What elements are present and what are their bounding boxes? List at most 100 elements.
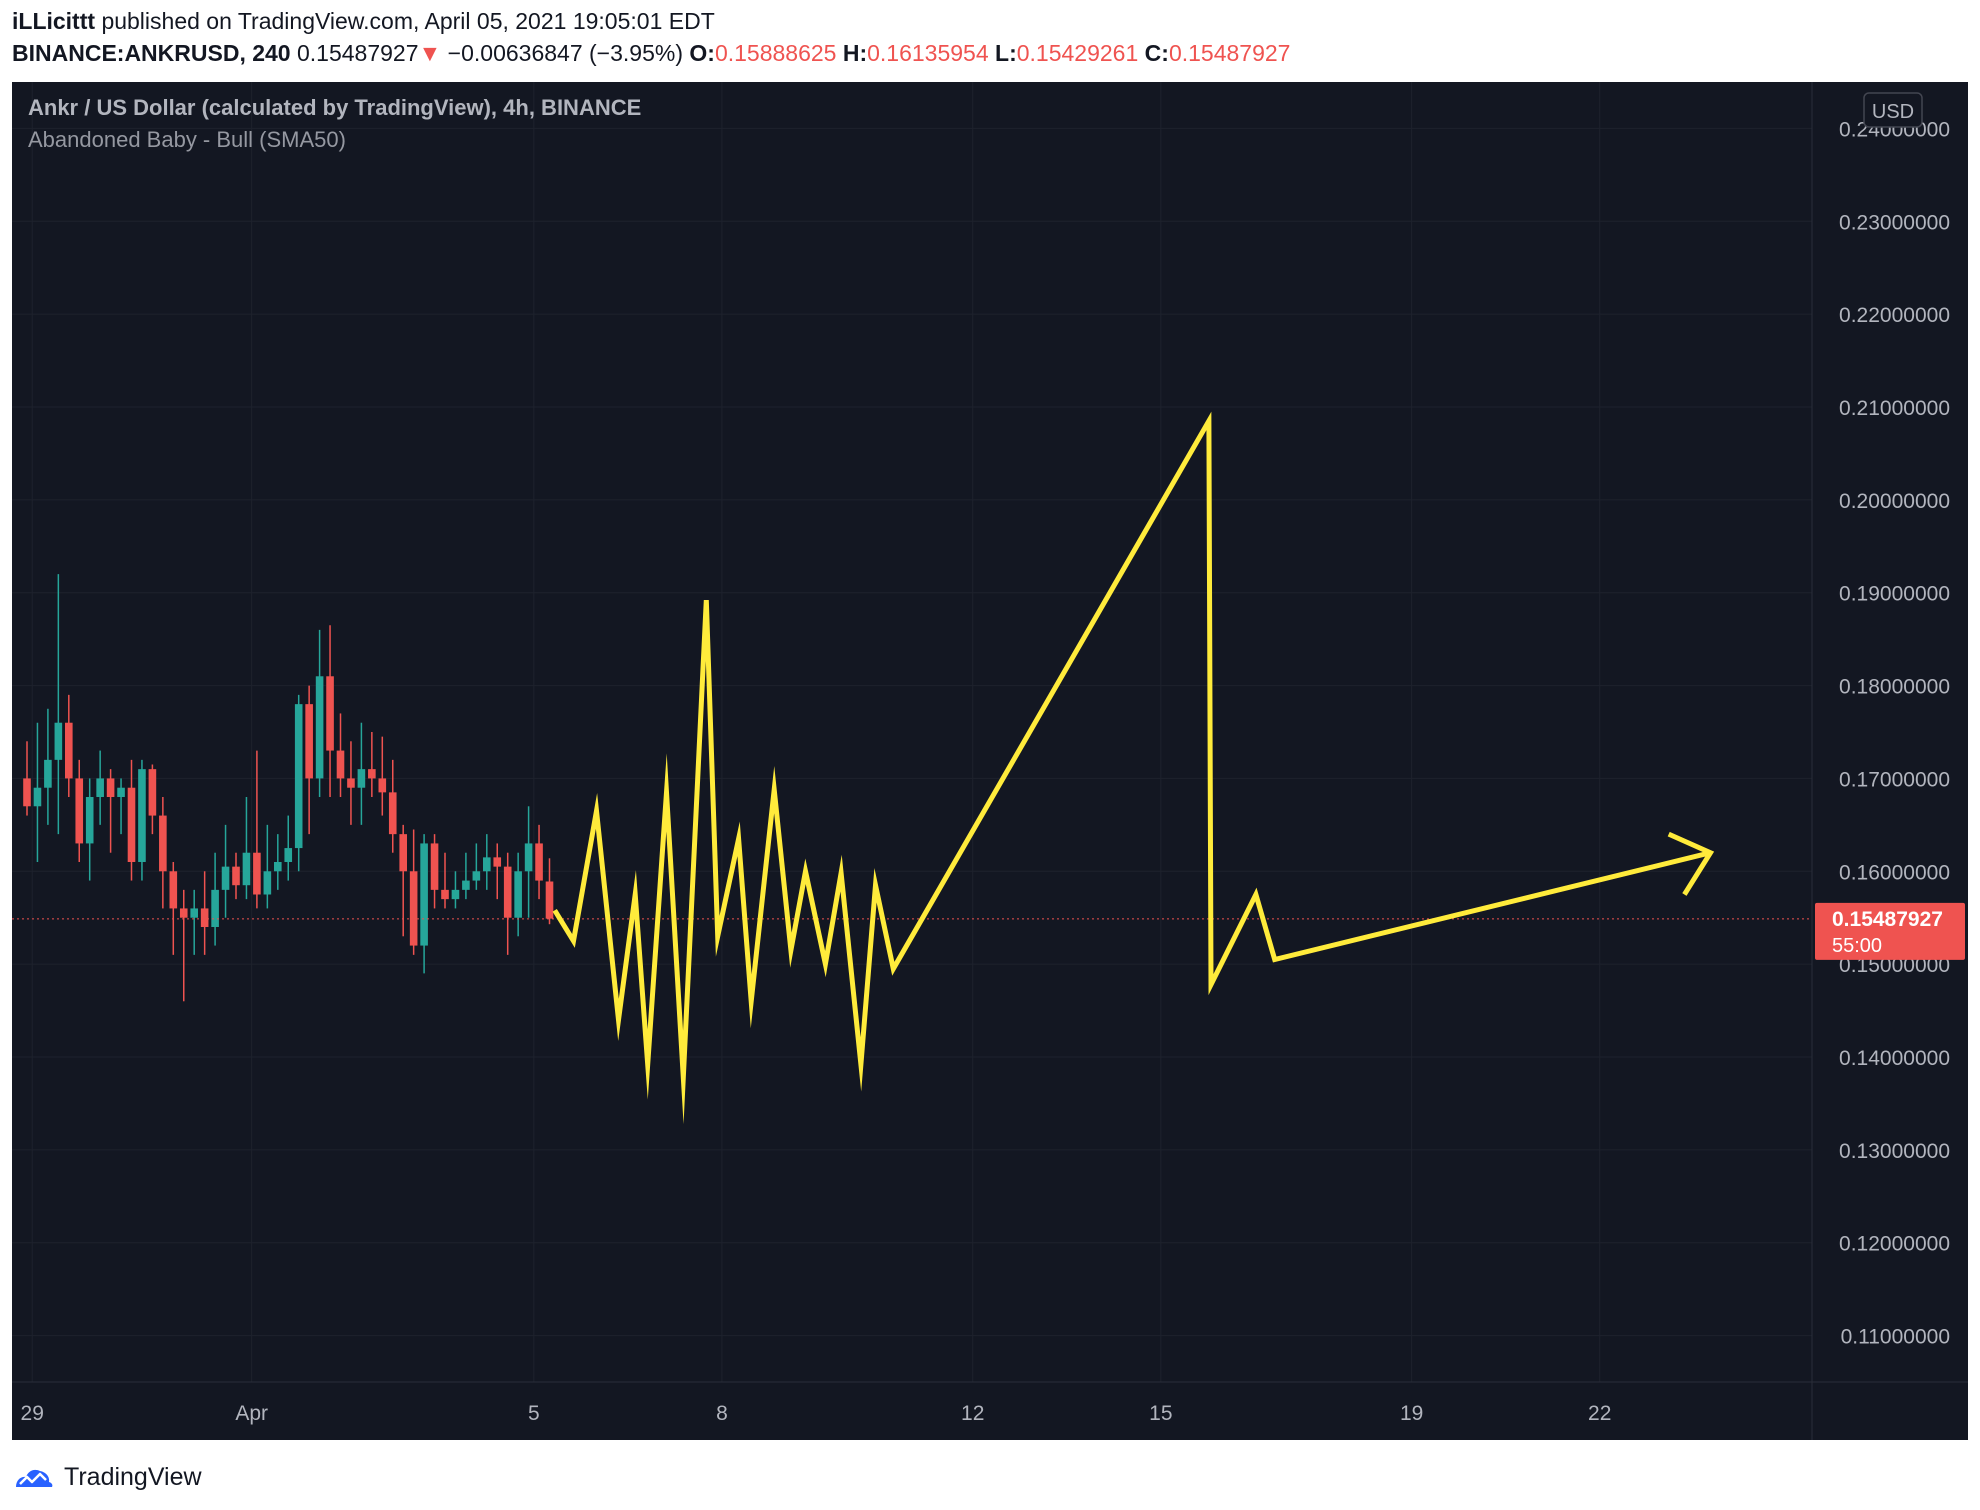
candle-body [357, 769, 366, 788]
candle [315, 629, 324, 797]
candle-body [127, 787, 136, 862]
candle-body [33, 787, 42, 807]
candle [524, 806, 533, 918]
candle-body [138, 769, 146, 862]
author-name[interactable]: iLLicittt [12, 8, 96, 34]
price-tick-label: 0.12000000 [1839, 1233, 1950, 1256]
candle [284, 815, 293, 881]
candle [253, 750, 261, 909]
time-tick-label: 15 [1149, 1402, 1172, 1425]
candle [33, 722, 42, 862]
candle [85, 778, 94, 881]
tradingview-logo-icon [16, 1469, 53, 1487]
candle-body [441, 889, 449, 900]
price-tick-label: 0.15000000 [1839, 954, 1950, 977]
low-label: L: [995, 40, 1017, 66]
candle [232, 852, 240, 900]
candle-body [85, 797, 94, 844]
candle [430, 834, 439, 909]
candle-body [347, 778, 355, 788]
candle-body [462, 880, 470, 890]
candle-body [503, 866, 512, 918]
published-text: published on TradingView.com, April 05, … [101, 8, 715, 34]
projection-arrow-head[interactable] [1667, 831, 1715, 896]
legend-indicator[interactable]: Abandoned Baby - Bull (SMA50) [28, 127, 346, 152]
candle [127, 759, 136, 881]
candle-body [535, 843, 543, 881]
footer-brand-label: TradingView [64, 1462, 202, 1491]
candle [179, 889, 188, 1002]
price-chart[interactable]: 0.240000000.230000000.220000000.21000000… [12, 82, 1968, 1440]
candle [263, 824, 272, 909]
candle-body [326, 676, 334, 751]
candle-body [44, 759, 52, 788]
candle [44, 708, 52, 825]
candle-body [388, 792, 397, 835]
candle [305, 685, 313, 835]
price-tick-label: 0.11000000 [1841, 1326, 1950, 1349]
price-tick-label: 0.17000000 [1839, 768, 1950, 791]
time-tick-label: 12 [961, 1402, 984, 1425]
low-value: 0.15429261 [1016, 40, 1139, 66]
last-price: 0.15487927 [297, 40, 419, 66]
price-tick-label: 0.16000000 [1839, 861, 1950, 884]
candle-body [294, 704, 303, 849]
open-label: O: [689, 40, 715, 66]
close-label: C: [1144, 40, 1169, 66]
candle [294, 694, 303, 872]
price-axis[interactable]: 0.240000000.230000000.220000000.21000000… [1839, 118, 1950, 1348]
candle-body [378, 778, 387, 793]
symbol-label: BINANCE:ANKRUSD, 240 [12, 40, 291, 66]
candle [159, 797, 167, 909]
candle [75, 759, 84, 862]
footer-brand[interactable]: TradingView [14, 1462, 202, 1492]
candle-body [430, 843, 439, 890]
currency-button[interactable]: USD [1863, 92, 1923, 128]
candlestick-series [23, 574, 554, 1002]
candle-body [514, 871, 522, 918]
price-tick-label: 0.13000000 [1839, 1140, 1950, 1163]
candle [96, 750, 104, 825]
time-tick-label: 5 [528, 1402, 540, 1425]
candle-body [524, 843, 533, 872]
time-tick-label: 19 [1400, 1402, 1423, 1425]
candle-body [54, 722, 63, 760]
candle [65, 694, 73, 797]
candle-body [96, 778, 104, 797]
candle-body [159, 815, 167, 872]
symbol-header: BINANCE:ANKRUSD, 240 0.15487927▼ −0.0063… [12, 40, 1290, 67]
currency-label: USD [1872, 101, 1914, 123]
candle-body [399, 834, 407, 872]
projection-path[interactable] [552, 411, 1712, 1125]
candle-body [200, 908, 209, 927]
candle-body [493, 857, 502, 867]
candle [535, 824, 543, 900]
candle [483, 834, 491, 890]
candle [451, 871, 460, 909]
time-axis[interactable]: 29 Apr 5 8 12 15 19 22 [21, 1402, 1612, 1425]
candle [274, 834, 282, 890]
time-tick-label: Apr [235, 1402, 268, 1425]
candle [503, 852, 512, 955]
down-arrow-icon: ▼ [418, 40, 442, 66]
candle [409, 829, 418, 955]
time-tick-label: 8 [716, 1402, 728, 1425]
candle-body [472, 871, 481, 881]
candle [23, 741, 31, 816]
candle-body [545, 881, 554, 919]
candle-body [65, 722, 73, 779]
candle [106, 769, 115, 853]
projection-drawing[interactable] [552, 411, 1715, 1125]
candle [545, 858, 554, 925]
candle [357, 722, 366, 825]
candle [514, 852, 522, 937]
candle-body [242, 852, 251, 886]
price-change: −0.00636847 (−3.95%) [447, 40, 683, 66]
candle [117, 778, 125, 835]
candle [242, 797, 251, 900]
candle [336, 713, 345, 797]
candle [211, 852, 219, 946]
candle [54, 574, 63, 835]
price-tick-label: 0.20000000 [1839, 490, 1950, 513]
candle-body [483, 857, 491, 872]
